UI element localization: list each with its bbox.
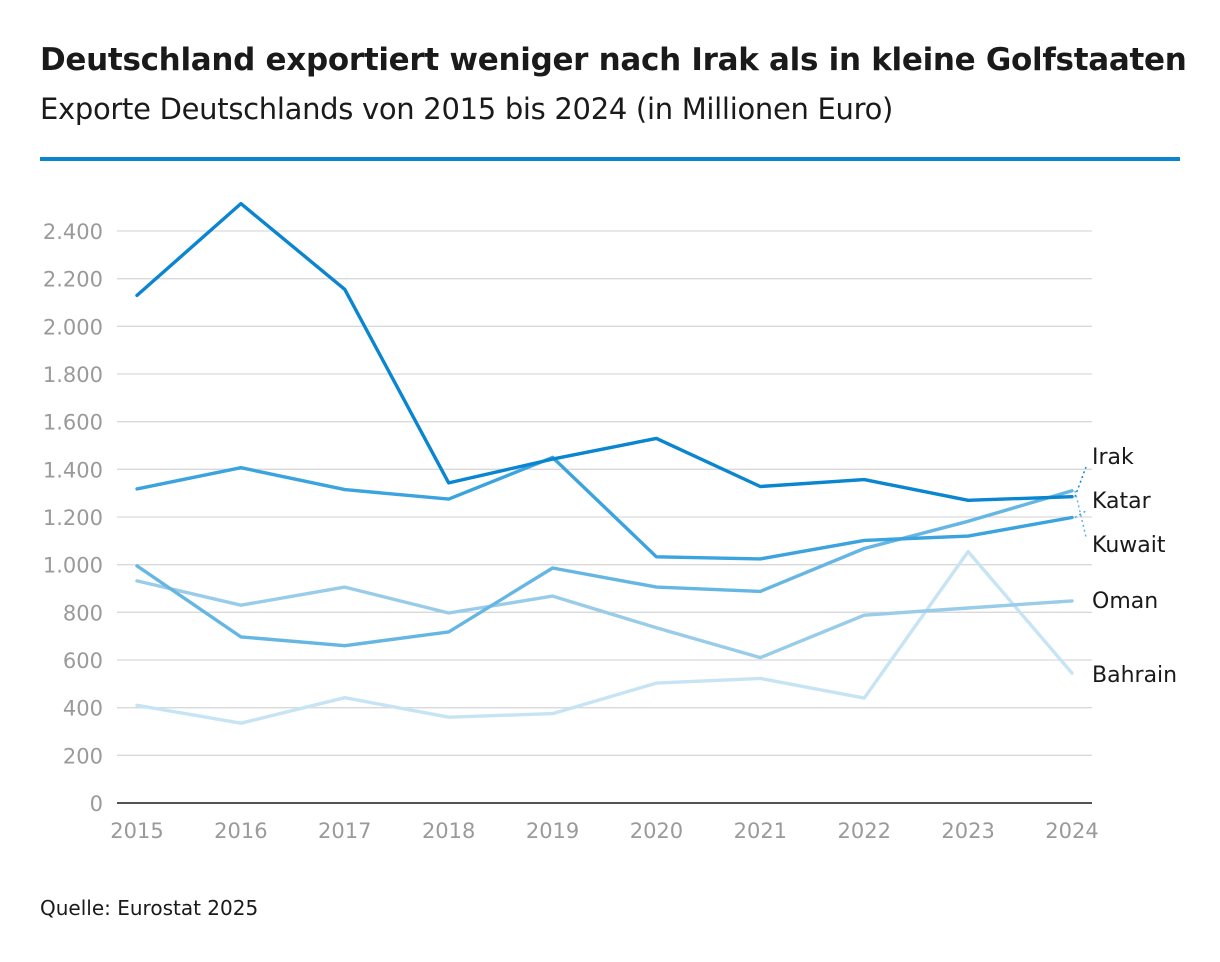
y-tick-label: 1.600: [43, 411, 103, 435]
x-tick-label: 2022: [837, 819, 890, 843]
x-tick-label: 2015: [110, 819, 163, 843]
legend-label-oman: Oman: [1092, 589, 1158, 614]
chart-title: Deutschland exportiert weniger nach Irak…: [40, 42, 1187, 78]
gridlines: [117, 230, 1092, 756]
y-tick-label: 1.400: [43, 458, 103, 482]
x-tick-label: 2019: [526, 819, 579, 843]
y-tick-label: 2.400: [43, 220, 103, 244]
series-line-katar: [135, 455, 1074, 561]
y-tick-label: 0: [90, 792, 103, 816]
x-tick-label: 2017: [318, 819, 371, 843]
y-tick-label: 2.200: [43, 268, 103, 292]
y-tick-label: 600: [63, 649, 103, 673]
x-tick-label: 2020: [630, 819, 683, 843]
legend: Irak Katar Kuwait Oman Bahrain: [1074, 445, 1177, 688]
series-line-kuwait: [135, 489, 1074, 648]
x-tick-label: 2018: [422, 819, 475, 843]
y-tick-label: 200: [63, 744, 103, 768]
series-lines: [135, 201, 1074, 725]
series-line-bahrain: [135, 549, 1074, 725]
x-tick-label: 2023: [941, 819, 994, 843]
y-tick-label: 800: [63, 601, 103, 625]
x-tick-label: 2016: [214, 819, 267, 843]
x-tick-label: 2024: [1045, 819, 1098, 843]
y-tick-label: 1.200: [43, 506, 103, 530]
legend-label-katar: Katar: [1092, 489, 1152, 514]
y-tick-label: 1.800: [43, 363, 103, 387]
series-line-irak: [135, 201, 1074, 502]
y-axis-tick-labels: 0 200 400 600 800 1.000 1.200 1.400 1.600 1.800 2.…: [43, 220, 103, 816]
y-tick-label: 1.000: [43, 554, 103, 578]
x-tick-label: 2021: [734, 819, 787, 843]
chart-subtitle: Exporte Deutschlands von 2015 bis 2024 (…: [40, 92, 894, 126]
y-tick-label: 2.000: [43, 315, 103, 339]
legend-label-bahrain: Bahrain: [1092, 663, 1177, 688]
x-axis-tick-labels: 2015 2016 2017 2018 2019 2020 2021 2022 2023 2024: [110, 819, 1098, 843]
title-divider: [40, 157, 1180, 161]
source-note: Quelle: Eurostat 2025: [40, 896, 259, 920]
legend-label-kuwait: Kuwait: [1092, 533, 1166, 558]
leader-line-irak: [1074, 466, 1087, 498]
series-line-oman: [135, 579, 1074, 660]
y-tick-label: 400: [63, 697, 103, 721]
legend-label-irak: Irak: [1092, 445, 1134, 470]
leader-line-katar: [1074, 510, 1087, 519]
